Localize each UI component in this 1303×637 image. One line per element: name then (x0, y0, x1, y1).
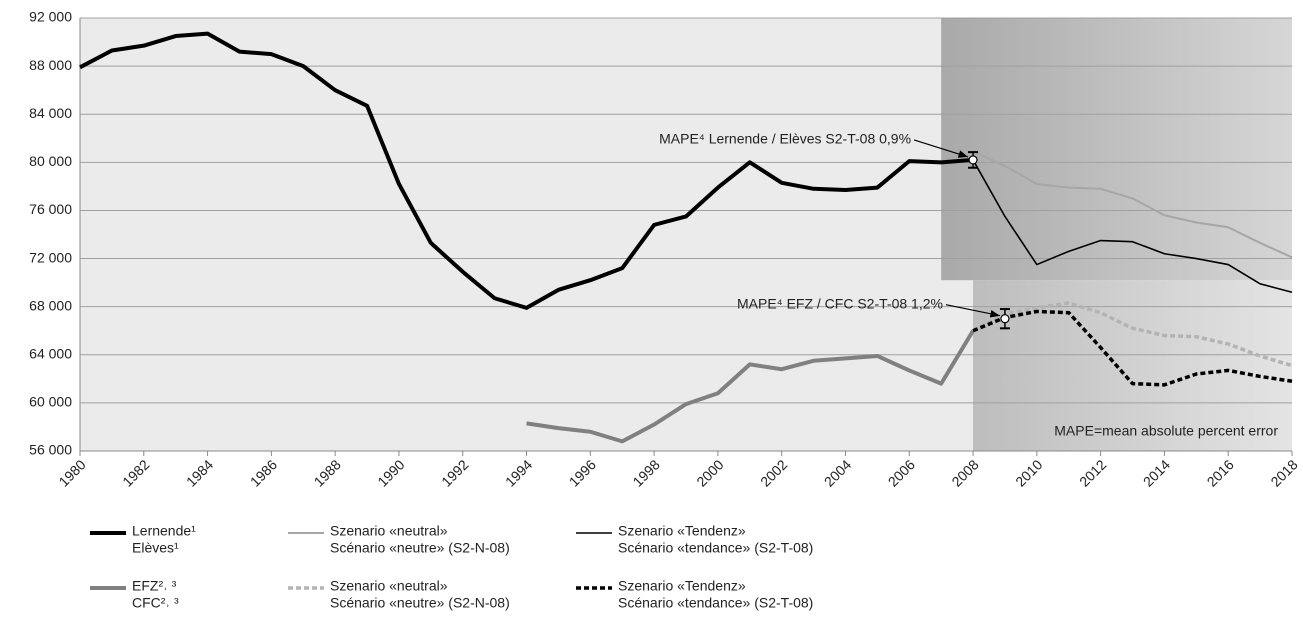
x-tick-label: 1994 (502, 456, 535, 489)
y-tick-label: 88 000 (29, 57, 72, 73)
x-tick-label: 1996 (566, 456, 599, 489)
x-tick-label: 1998 (630, 456, 663, 489)
y-tick-label: 80 000 (29, 153, 72, 169)
legend-label: Szenario «Tendenz» (618, 523, 746, 539)
y-tick-label: 56 000 (29, 442, 72, 458)
legend-label: Szenario «neutral» (330, 523, 448, 539)
x-tick-label: 2008 (948, 456, 981, 489)
legend-label: Scénario «neutre» (S2-N-08) (330, 595, 510, 611)
legend-label: Lernende¹ (132, 523, 196, 539)
series-line (972, 309, 1293, 387)
x-tick-label: 2010 (1012, 456, 1045, 489)
legend-label: Scénario «tendance» (S2-T-08) (618, 595, 813, 611)
series-line (972, 159, 1293, 294)
annotation-point (1000, 314, 1010, 324)
x-tick-label: 1980 (55, 456, 88, 489)
x-tick-label: 1982 (119, 456, 152, 489)
x-tick-label: 2016 (1204, 456, 1237, 489)
y-tick-label: 76 000 (29, 201, 72, 217)
x-tick-label: 2002 (757, 456, 790, 489)
annotation-arrow (913, 139, 969, 158)
y-tick-label: 64 000 (29, 345, 72, 361)
y-tick-label: 68 000 (29, 297, 72, 313)
series-line (972, 150, 1293, 259)
x-tick-label: 1992 (438, 456, 471, 489)
y-tick-label: 60 000 (29, 394, 72, 410)
series-line (972, 301, 1293, 368)
legend-label: CFC²˒ ³ (132, 595, 179, 611)
x-tick-label: 1984 (183, 456, 216, 489)
note: MAPE=mean absolute percent error (1054, 423, 1278, 439)
legend-label: Scénario «neutre» (S2-N-08) (330, 540, 510, 556)
annotation-text: MAPE⁴ EFZ / CFC S2-T-08 1,2% (737, 295, 943, 311)
x-tick-label: 2000 (693, 456, 726, 489)
x-tick-label: 2012 (1076, 456, 1109, 489)
x-tick-label: 2014 (1140, 456, 1173, 489)
legend-label: Szenario «Tendenz» (618, 578, 746, 594)
x-tick-label: 1988 (311, 456, 344, 489)
annotation-text: MAPE⁴ Lernende / Elèves S2-T-08 0,9% (659, 131, 911, 147)
y-tick-label: 72 000 (29, 249, 72, 265)
series-line (79, 31, 974, 310)
legend-label: Szenario «neutral» (330, 578, 448, 594)
x-tick-label: 1990 (374, 456, 407, 489)
legend-label: EFZ²˒ ³ (132, 578, 177, 594)
x-tick-label: 2018 (1267, 456, 1300, 489)
legend-label: Elèves¹ (132, 540, 179, 556)
legend-label: Scénario «tendance» (S2-T-08) (618, 540, 813, 556)
x-tick-label: 2004 (821, 456, 854, 489)
annotation-arrow (945, 304, 1001, 318)
forecast-shade (941, 18, 1292, 281)
x-tick-label: 2006 (885, 456, 918, 489)
y-tick-label: 84 000 (29, 105, 72, 121)
x-tick-label: 1986 (247, 456, 280, 489)
annotation-point (968, 155, 978, 165)
series-line (526, 329, 975, 444)
y-tick-label: 92 000 (29, 9, 72, 25)
